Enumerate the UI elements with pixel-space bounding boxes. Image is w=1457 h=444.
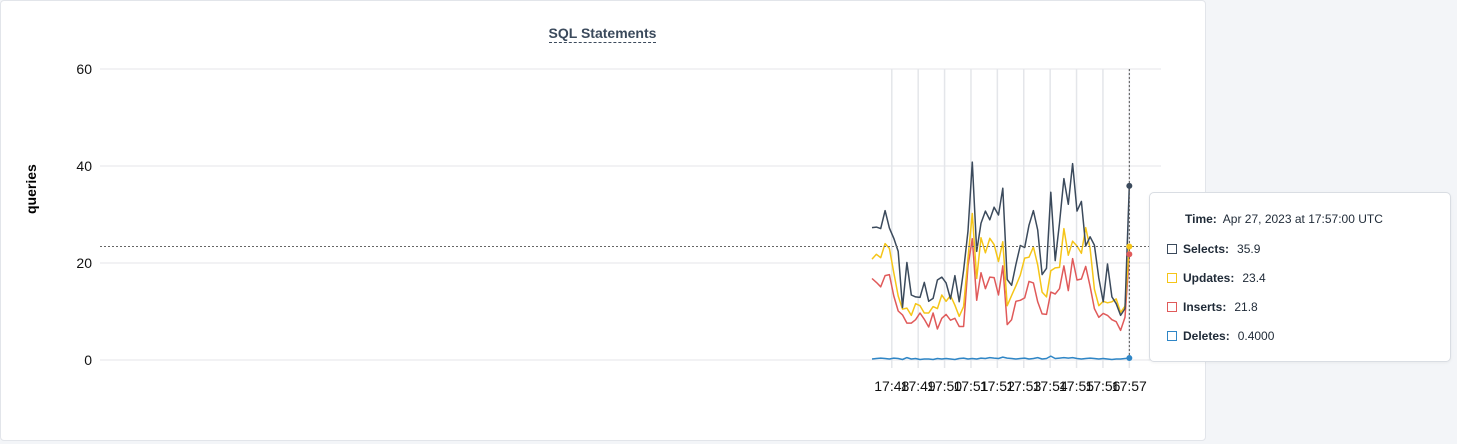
- selects-swatch-icon: [1167, 244, 1177, 254]
- x-tick-label: 17:55: [1059, 378, 1094, 394]
- tooltip-updates-value: 23.4: [1242, 271, 1266, 285]
- y-tick-label: 40: [76, 158, 92, 174]
- series-line-inserts: [871, 238, 1131, 332]
- tooltip-time-label: Time:: [1185, 212, 1217, 226]
- tooltip-time: Time: Apr 27, 2023 at 17:57:00 UTC: [1185, 212, 1383, 226]
- series-line-selects: [871, 161, 1131, 317]
- x-tick-label: 17:53: [1006, 378, 1041, 394]
- y-tick-label: 0: [84, 352, 92, 368]
- series-line-deletes: [871, 355, 1130, 361]
- chart-card: 0 20 40 60 17:48 17:49 17:50 17:51 17:52 17:53 17:…: [0, 0, 1206, 441]
- tooltip-selects-label: Selects:: [1183, 242, 1230, 256]
- updates-swatch-icon: [1167, 273, 1177, 283]
- line-chart[interactable]: 020406017:4817:4917:5017:5117:5217:5317:…: [1, 1, 1207, 442]
- x-tick-label: 17:52: [980, 378, 1015, 394]
- y-tick-label: 20: [76, 255, 92, 271]
- chart-tooltip: Time: Apr 27, 2023 at 17:57:00 UTC Select…: [1149, 192, 1451, 362]
- tooltip-selects-value: 35.9: [1237, 242, 1261, 256]
- tooltip-deletes-label: Deletes:: [1183, 329, 1230, 343]
- x-tick-label: 17:50: [927, 378, 962, 394]
- series-line-updates: [871, 212, 1131, 318]
- chart-title-text[interactable]: SQL Statements: [548, 25, 657, 43]
- tooltip-row-selects: Selects: 35.9: [1167, 242, 1260, 256]
- tooltip-time-value: Apr 27, 2023 at 17:57:00 UTC: [1222, 212, 1383, 226]
- tooltip-row-updates: Updates: 23.4: [1167, 271, 1266, 285]
- y-tick-label: 60: [76, 61, 92, 77]
- x-tick-label: 17:48: [874, 378, 909, 394]
- x-tick-label: 17:49: [901, 378, 936, 394]
- x-tick-label: 17:56: [1085, 378, 1120, 394]
- y-axis-label: queries: [23, 164, 39, 214]
- x-tick-label: 17:54: [1033, 378, 1068, 394]
- hover-point-updates: [1126, 243, 1133, 250]
- tooltip-inserts-label: Inserts:: [1183, 300, 1227, 314]
- chart-title: SQL Statements: [1, 25, 1204, 43]
- x-tick-label: 17:57: [1112, 378, 1147, 394]
- hover-point-selects: [1126, 182, 1133, 189]
- tooltip-inserts-value: 21.8: [1234, 300, 1258, 314]
- hover-point-inserts: [1126, 251, 1133, 258]
- deletes-swatch-icon: [1167, 331, 1177, 341]
- hover-point-deletes: [1126, 355, 1133, 362]
- tooltip-deletes-value: 0.4000: [1237, 329, 1275, 343]
- inserts-swatch-icon: [1167, 302, 1177, 312]
- tooltip-row-deletes: Deletes: 0.4000: [1167, 329, 1274, 343]
- x-tick-label: 17:51: [953, 378, 988, 394]
- tooltip-row-inserts: Inserts: 21.8: [1167, 300, 1258, 314]
- tooltip-updates-label: Updates:: [1183, 271, 1235, 285]
